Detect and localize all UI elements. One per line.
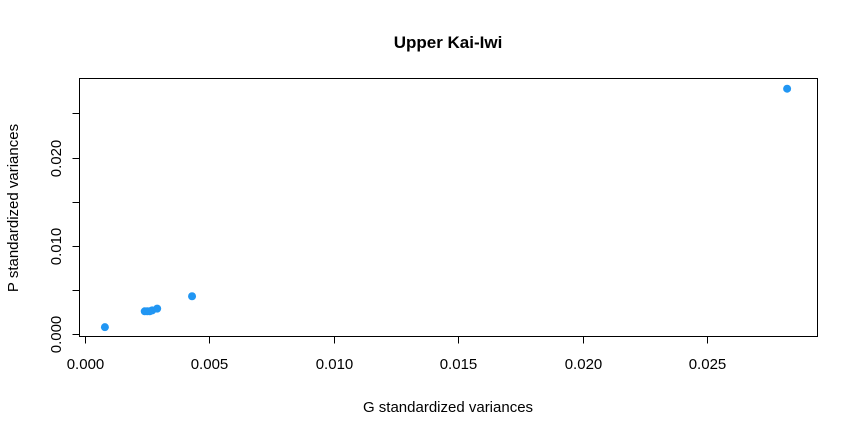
y-axis: 0.000 0.010 0.020: [48, 113, 80, 353]
x-tick-label: 0.005: [191, 356, 229, 373]
y-tick-label: 0.000: [48, 316, 65, 354]
data-point: [100, 323, 109, 332]
x-tick-label: 0.025: [689, 356, 727, 373]
y-tick-label: 0.020: [48, 140, 65, 178]
data-points: [100, 84, 792, 332]
x-tick-label: 0.015: [440, 356, 478, 373]
chart-title: Upper Kai-Iwi: [394, 33, 503, 52]
y-axis-label: P standardized variances: [5, 124, 22, 292]
data-point: [188, 292, 197, 301]
data-point: [783, 84, 792, 93]
x-tick-label: 0.010: [316, 356, 354, 373]
y-tick-label: 0.010: [48, 228, 65, 266]
x-axis: 0.000 0.005 0.010 0.015 0.020 0.025: [67, 336, 727, 373]
x-axis-label: G standardized variances: [363, 399, 533, 416]
x-tick-label: 0.020: [565, 356, 603, 373]
x-tick-label: 0.000: [67, 356, 105, 373]
data-point: [153, 304, 162, 313]
